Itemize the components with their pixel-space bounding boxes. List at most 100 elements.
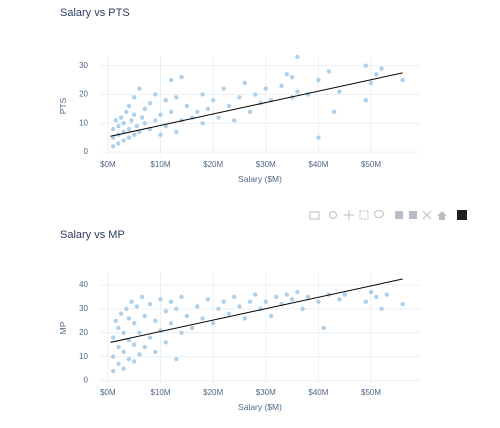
pan-icon[interactable] bbox=[344, 210, 354, 220]
scatter-point bbox=[195, 304, 200, 309]
subplot: Salary vs MP 0 10 20 30 40 $0M $10M $20M $30M $40M… bbox=[58, 229, 420, 412]
scatter-point bbox=[116, 325, 121, 331]
reset-icon[interactable] bbox=[437, 211, 447, 220]
scatter-point bbox=[121, 330, 126, 335]
scatter-point bbox=[142, 344, 147, 350]
scatter-point bbox=[137, 352, 142, 357]
scatter-point bbox=[374, 294, 379, 300]
scatter-point bbox=[247, 109, 253, 114]
scatter-point bbox=[268, 313, 274, 319]
scatter-point bbox=[163, 123, 168, 129]
scatter-point bbox=[158, 297, 163, 302]
camera-icon[interactable] bbox=[309, 211, 320, 220]
scatter-point bbox=[126, 316, 132, 321]
x-tick-label: $10M bbox=[151, 388, 171, 397]
x-tick-label: $20M bbox=[203, 160, 223, 169]
scatter-point bbox=[132, 321, 137, 326]
scatter-point bbox=[363, 299, 368, 304]
scatter-point bbox=[129, 299, 134, 304]
lasso-icon[interactable] bbox=[374, 210, 384, 218]
x-tick-label: $30M bbox=[256, 160, 276, 169]
scatter-point bbox=[126, 103, 132, 109]
scatter-point bbox=[126, 126, 132, 132]
scatter-point bbox=[132, 359, 137, 364]
scatter-point bbox=[200, 121, 205, 126]
scatter-point bbox=[400, 301, 405, 307]
scatter-point bbox=[205, 297, 211, 302]
scatter-point bbox=[321, 325, 326, 331]
scatter-point bbox=[237, 95, 242, 100]
trend-line bbox=[110, 72, 403, 137]
scatter-point bbox=[110, 144, 116, 149]
x-tick-label: $0M bbox=[100, 160, 116, 169]
scatter-point bbox=[295, 89, 300, 94]
y-tick-label: 10 bbox=[79, 118, 88, 127]
zoom-out-icon[interactable] bbox=[409, 211, 417, 219]
scatter-point bbox=[216, 115, 221, 120]
scatter-point bbox=[247, 299, 253, 304]
scatter-point bbox=[374, 72, 379, 77]
scatter-point bbox=[118, 311, 124, 316]
scatter-point bbox=[163, 309, 168, 314]
scatter-point bbox=[237, 304, 242, 309]
scatter-point bbox=[142, 121, 147, 126]
scatter-point bbox=[174, 306, 179, 312]
scatter-point bbox=[337, 297, 342, 302]
scatter-point bbox=[253, 292, 258, 297]
x-axis-title: Salary ($M) bbox=[238, 402, 282, 412]
chart-title: Salary vs PTS bbox=[60, 7, 130, 19]
scatter-point bbox=[121, 349, 126, 355]
scatter-point bbox=[142, 106, 147, 112]
scatter-point bbox=[174, 95, 179, 100]
scatter-point bbox=[226, 311, 232, 316]
box-select-icon[interactable] bbox=[359, 210, 369, 220]
scatter-point bbox=[121, 121, 126, 126]
scatter-point bbox=[263, 299, 268, 304]
scatter-point bbox=[110, 126, 116, 132]
plotly-logo[interactable] bbox=[457, 210, 467, 220]
scatter-point bbox=[184, 313, 190, 319]
scatter-point bbox=[116, 141, 121, 146]
scatter-point bbox=[205, 106, 211, 112]
scatter-point bbox=[158, 112, 163, 117]
y-tick-label: 0 bbox=[84, 376, 89, 385]
scatter-point bbox=[121, 138, 126, 143]
y-tick-label: 40 bbox=[79, 280, 88, 289]
scatter-point bbox=[263, 86, 268, 91]
scatter-point bbox=[134, 123, 140, 129]
y-axis-title: PTS bbox=[58, 97, 68, 114]
x-tick-label: $30M bbox=[256, 388, 276, 397]
scatter-point bbox=[274, 294, 279, 300]
scatter-point bbox=[116, 123, 121, 129]
scatter-point bbox=[139, 294, 145, 300]
x-tick-label: $40M bbox=[308, 160, 328, 169]
scatter-point bbox=[116, 344, 121, 350]
x-tick-label: $40M bbox=[308, 388, 328, 397]
autoscale-icon[interactable] bbox=[422, 210, 432, 220]
scatter-point bbox=[132, 112, 137, 117]
scatter-point bbox=[179, 74, 184, 80]
scatter-point bbox=[221, 86, 226, 91]
scatter-point bbox=[253, 92, 258, 97]
zoom-in-icon[interactable] bbox=[395, 211, 403, 219]
scatter-point bbox=[132, 95, 137, 100]
scatter-point bbox=[242, 316, 247, 321]
scatter-point bbox=[210, 321, 216, 326]
y-tick-label: 10 bbox=[79, 352, 88, 361]
zoom-icon[interactable] bbox=[329, 211, 337, 219]
scatter-point bbox=[316, 135, 321, 140]
scatter-point bbox=[134, 304, 140, 309]
scatter-point bbox=[132, 132, 137, 138]
scatter-point bbox=[158, 132, 163, 138]
scatter-point bbox=[129, 118, 134, 123]
scatter-point bbox=[200, 92, 205, 97]
x-axis-title: Salary ($M) bbox=[238, 174, 282, 184]
scatter-point bbox=[184, 103, 190, 109]
scatter-point bbox=[132, 342, 137, 347]
scatter-point bbox=[316, 299, 321, 304]
scatter-point bbox=[142, 313, 147, 319]
scatter-point bbox=[337, 89, 342, 94]
scatter-point bbox=[126, 135, 132, 140]
scatter-point bbox=[368, 80, 374, 86]
